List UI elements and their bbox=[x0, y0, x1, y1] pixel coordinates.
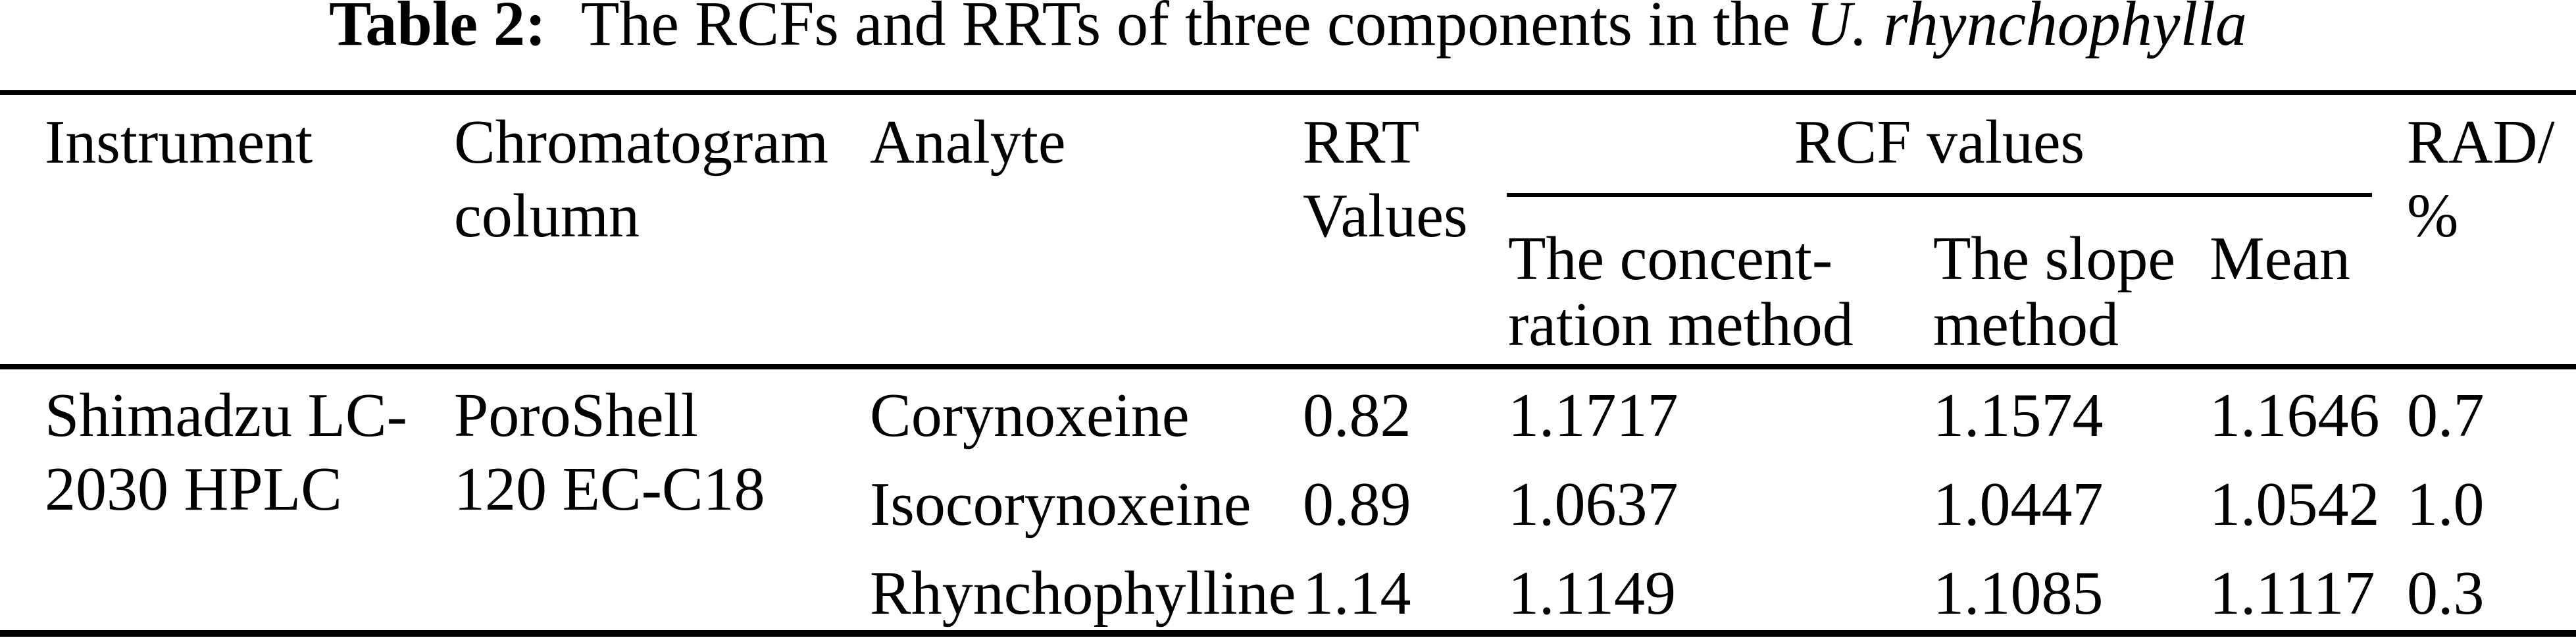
column-rcf-slope-values: 1.1574 1.0447 1.1085 bbox=[1933, 371, 2104, 638]
header-rad-line1: RAD/ bbox=[2407, 108, 2555, 176]
instrument-line1: Shimadzu LC- bbox=[45, 381, 407, 450]
rrt-row-3: 1.14 bbox=[1303, 559, 1411, 628]
rcf-group-underline bbox=[1507, 193, 2372, 197]
header-rad-line2: % bbox=[2407, 182, 2459, 250]
column-header-chromatogram-column: Chromatogram column bbox=[454, 105, 828, 253]
column-header-rcf-values-group: RCF values bbox=[1507, 105, 2372, 179]
column-header-rad-percent: RAD/ % bbox=[2407, 105, 2555, 253]
rad-row-1: 0.7 bbox=[2407, 381, 2485, 450]
header-rcf-group-label: RCF values bbox=[1794, 108, 2085, 176]
column-analyte-values: Corynoxeine Isocorynoxeine Rhynchophylli… bbox=[870, 371, 1296, 638]
header-concentration-line1: The concent- bbox=[1508, 225, 1833, 293]
analyte-row-3: Rhynchophylline bbox=[870, 559, 1296, 628]
rad-row-2: 1.0 bbox=[2407, 470, 2485, 539]
rcf-mean-row-3: 1.1117 bbox=[2210, 559, 2375, 628]
header-concentration-line2: ration method bbox=[1508, 290, 1854, 359]
column-header-slope-method: The slope method bbox=[1933, 226, 2175, 358]
header-analyte-label: Analyte bbox=[870, 108, 1066, 176]
table-caption-text: The RCFs and RRTs of three components in… bbox=[580, 0, 1790, 59]
analyte-row-1: Corynoxeine bbox=[870, 381, 1190, 450]
cell-chromatogram-column: PoroShell 120 EC-C18 bbox=[454, 379, 765, 526]
column-rcf-concentration-values: 1.1717 1.0637 1.1149 bbox=[1508, 371, 1679, 638]
rcf-slope-row-3: 1.1085 bbox=[1933, 559, 2104, 628]
table-caption-number: Table 2: bbox=[329, 0, 546, 59]
table-header-rule bbox=[0, 364, 2576, 369]
cell-instrument: Shimadzu LC- 2030 HPLC bbox=[45, 379, 407, 526]
column-header-rrt-values: RRT Values bbox=[1303, 105, 1468, 253]
header-slope-line2: method bbox=[1933, 290, 2119, 359]
column-rcf-mean-values: 1.1646 1.0542 1.1117 bbox=[2210, 371, 2380, 638]
header-mean-label: Mean bbox=[2210, 225, 2351, 293]
header-rrt-line1: RRT bbox=[1303, 108, 1420, 176]
rad-row-3: 0.3 bbox=[2407, 559, 2485, 628]
table-caption-species: U. rhynchophylla bbox=[1806, 0, 2247, 59]
table-caption: Table 2: The RCFs and RRTs of three comp… bbox=[0, 0, 2576, 57]
rcf-concentration-row-3: 1.1149 bbox=[1508, 559, 1677, 628]
table-bottom-rule bbox=[0, 630, 2576, 637]
header-chromatogram-line2: column bbox=[454, 182, 640, 250]
rcf-slope-row-1: 1.1574 bbox=[1933, 381, 2104, 450]
rcf-mean-row-2: 1.0542 bbox=[2210, 470, 2380, 539]
rrt-row-2: 0.89 bbox=[1303, 470, 1411, 539]
header-slope-line1: The slope bbox=[1933, 225, 2176, 293]
rcf-mean-row-1: 1.1646 bbox=[2210, 381, 2380, 450]
rcf-slope-row-2: 1.0447 bbox=[1933, 470, 2104, 539]
column-header-analyte: Analyte bbox=[870, 105, 1066, 179]
instrument-line2: 2030 HPLC bbox=[45, 455, 342, 523]
rrt-row-1: 0.82 bbox=[1303, 381, 1411, 450]
column-header-mean: Mean bbox=[2210, 226, 2350, 292]
column-rrt-values: 0.82 0.89 1.14 bbox=[1303, 371, 1411, 638]
rcf-concentration-row-2: 1.0637 bbox=[1508, 470, 1679, 539]
header-rrt-line2: Values bbox=[1303, 182, 1468, 250]
table-top-rule bbox=[0, 90, 2576, 95]
header-chromatogram-line1: Chromatogram bbox=[454, 108, 829, 176]
chromatogram-column-line2: 120 EC-C18 bbox=[454, 455, 765, 523]
chromatogram-column-line1: PoroShell bbox=[454, 381, 698, 450]
column-header-concentration-method: The concent- ration method bbox=[1508, 226, 1854, 358]
rcf-concentration-row-1: 1.1717 bbox=[1508, 381, 1679, 450]
analyte-row-2: Isocorynoxeine bbox=[870, 470, 1251, 539]
header-instrument-label: Instrument bbox=[45, 108, 313, 176]
column-rad-values: 0.7 1.0 0.3 bbox=[2407, 371, 2485, 638]
column-header-instrument: Instrument bbox=[45, 105, 313, 179]
